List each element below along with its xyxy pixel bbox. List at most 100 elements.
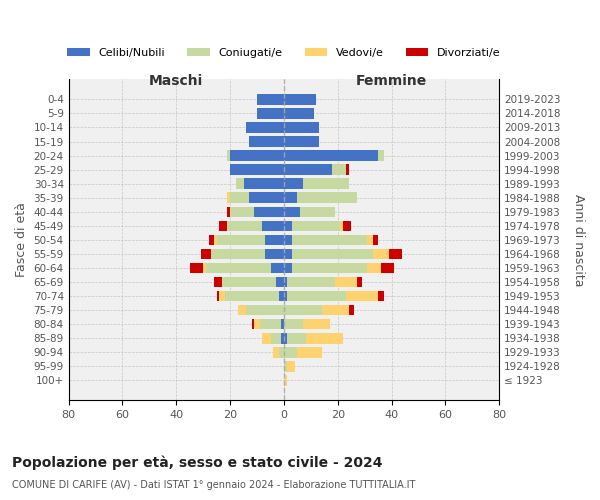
Bar: [230, 192, 249, 203]
Bar: [284, 262, 292, 274]
Bar: [284, 150, 378, 161]
Bar: [236, 178, 244, 189]
Bar: [298, 347, 322, 358]
Bar: [300, 206, 335, 217]
Bar: [244, 178, 284, 189]
Bar: [273, 347, 278, 358]
Bar: [276, 277, 284, 287]
Bar: [303, 178, 349, 189]
Bar: [220, 291, 225, 302]
Bar: [206, 262, 271, 274]
Bar: [211, 248, 265, 259]
Bar: [249, 192, 284, 203]
Bar: [284, 333, 287, 344]
Bar: [257, 94, 284, 104]
Bar: [367, 234, 373, 245]
Bar: [284, 220, 292, 231]
Bar: [303, 319, 330, 330]
Bar: [284, 108, 314, 118]
Bar: [287, 361, 295, 372]
Bar: [265, 248, 284, 259]
Legend: Celibi/Nubili, Coniugati/e, Vedovi/e, Divorziati/e: Celibi/Nubili, Coniugati/e, Vedovi/e, Di…: [63, 44, 505, 62]
Bar: [378, 150, 383, 161]
Bar: [230, 206, 254, 217]
Bar: [284, 192, 298, 203]
Bar: [260, 319, 281, 330]
Bar: [284, 164, 332, 175]
Bar: [389, 248, 403, 259]
Bar: [292, 220, 340, 231]
Bar: [292, 248, 373, 259]
Y-axis label: Anni di nascita: Anni di nascita: [572, 194, 585, 286]
Bar: [284, 206, 300, 217]
Bar: [214, 277, 222, 287]
Bar: [305, 333, 343, 344]
Bar: [343, 220, 351, 231]
Y-axis label: Fasce di età: Fasce di età: [15, 202, 28, 278]
Bar: [200, 248, 211, 259]
Bar: [284, 94, 316, 104]
Bar: [287, 277, 335, 287]
Bar: [246, 122, 284, 132]
Bar: [217, 291, 220, 302]
Bar: [284, 361, 287, 372]
Bar: [332, 164, 346, 175]
Bar: [378, 291, 383, 302]
Bar: [278, 291, 284, 302]
Bar: [254, 319, 260, 330]
Bar: [284, 375, 287, 386]
Bar: [322, 305, 349, 316]
Bar: [190, 262, 203, 274]
Bar: [287, 291, 346, 302]
Bar: [284, 291, 287, 302]
Text: Maschi: Maschi: [149, 74, 203, 88]
Bar: [349, 305, 354, 316]
Bar: [227, 192, 230, 203]
Bar: [209, 234, 214, 245]
Bar: [214, 234, 217, 245]
Bar: [246, 305, 284, 316]
Bar: [356, 277, 362, 287]
Bar: [335, 277, 356, 287]
Bar: [220, 220, 227, 231]
Bar: [230, 150, 284, 161]
Bar: [284, 136, 319, 147]
Bar: [251, 319, 254, 330]
Bar: [227, 150, 230, 161]
Bar: [346, 164, 349, 175]
Bar: [292, 234, 367, 245]
Bar: [262, 333, 271, 344]
Bar: [230, 164, 284, 175]
Bar: [238, 305, 246, 316]
Bar: [227, 206, 230, 217]
Bar: [281, 333, 284, 344]
Bar: [249, 136, 284, 147]
Bar: [254, 206, 284, 217]
Bar: [298, 192, 356, 203]
Bar: [271, 333, 281, 344]
Text: Popolazione per età, sesso e stato civile - 2024: Popolazione per età, sesso e stato civil…: [12, 455, 383, 469]
Text: Femmine: Femmine: [356, 74, 427, 88]
Bar: [284, 347, 298, 358]
Bar: [227, 220, 262, 231]
Bar: [222, 277, 276, 287]
Bar: [284, 277, 287, 287]
Bar: [281, 319, 284, 330]
Bar: [373, 234, 378, 245]
Bar: [284, 248, 292, 259]
Bar: [217, 234, 265, 245]
Bar: [225, 291, 278, 302]
Bar: [265, 234, 284, 245]
Bar: [284, 319, 303, 330]
Bar: [346, 291, 378, 302]
Bar: [284, 305, 322, 316]
Text: COMUNE DI CARIFE (AV) - Dati ISTAT 1° gennaio 2024 - Elaborazione TUTTITALIA.IT: COMUNE DI CARIFE (AV) - Dati ISTAT 1° ge…: [12, 480, 415, 490]
Bar: [203, 262, 206, 274]
Bar: [292, 262, 367, 274]
Bar: [284, 122, 319, 132]
Bar: [381, 262, 394, 274]
Bar: [262, 220, 284, 231]
Bar: [278, 347, 284, 358]
Bar: [367, 262, 381, 274]
Bar: [284, 178, 303, 189]
